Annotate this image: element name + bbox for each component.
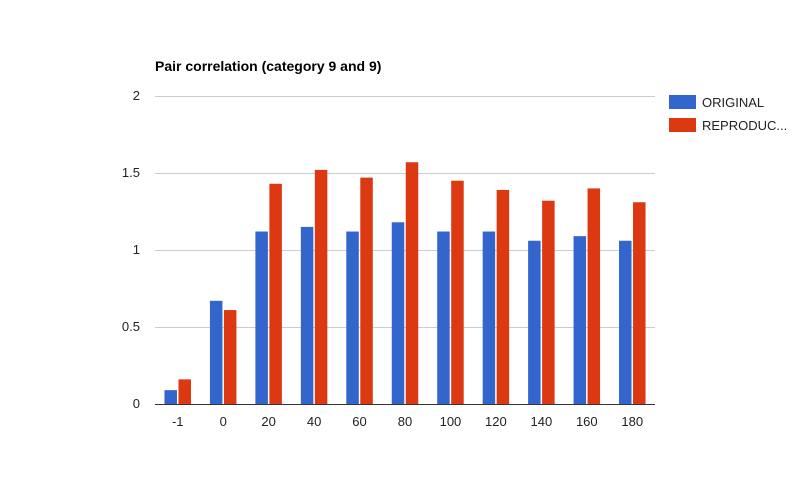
y-tick-label: 0.5 xyxy=(122,319,140,334)
bar-reproduced-7[interactable] xyxy=(496,189,510,404)
x-tick-label: 140 xyxy=(531,414,553,429)
x-tick-label: 80 xyxy=(398,414,412,429)
x-tick-label: 40 xyxy=(307,414,321,429)
bar-original-0[interactable] xyxy=(164,390,177,404)
y-tick-label: 1 xyxy=(133,242,140,257)
legend-swatch xyxy=(669,118,696,132)
bar-original-3[interactable] xyxy=(300,226,314,404)
bar-original-8[interactable] xyxy=(528,240,541,404)
bar-reproduced-1[interactable] xyxy=(223,310,237,404)
bar-reproduced-10[interactable] xyxy=(633,202,646,404)
bar-reproduced-0[interactable] xyxy=(178,379,191,404)
y-tick-label: 0 xyxy=(133,396,140,411)
x-tick-label: 20 xyxy=(261,414,275,429)
bar-original-5[interactable] xyxy=(391,222,405,404)
bar-reproduced-5[interactable] xyxy=(405,162,419,404)
legend-swatch xyxy=(669,95,696,109)
bar-original-10[interactable] xyxy=(619,240,632,404)
x-tick-label: 100 xyxy=(440,414,462,429)
bar-reproduced-9[interactable] xyxy=(587,188,601,404)
bars xyxy=(164,162,646,404)
legend-item-reproduced[interactable]: REPRODUC... xyxy=(669,118,787,133)
bar-reproduced-3[interactable] xyxy=(314,169,328,404)
x-tick-label: -1 xyxy=(172,414,184,429)
bar-original-1[interactable] xyxy=(209,300,223,404)
bar-reproduced-6[interactable] xyxy=(451,180,464,404)
y-tick-label: 2 xyxy=(133,88,140,103)
bar-reproduced-8[interactable] xyxy=(542,200,555,404)
y-axis-labels: 0 0.5 1 1.5 2 xyxy=(122,88,140,411)
x-axis-labels: -1 0 20 40 60 80 100 120 140 160 180 xyxy=(172,414,643,429)
gridlines xyxy=(155,96,655,328)
legend-label: ORIGINAL xyxy=(702,95,764,110)
legend-label: REPRODUC... xyxy=(702,118,787,133)
legend-item-original[interactable]: ORIGINAL xyxy=(669,95,764,110)
legend[interactable]: ORIGINAL REPRODUC... xyxy=(669,95,787,133)
bar-original-6[interactable] xyxy=(437,231,450,404)
bar-reproduced-4[interactable] xyxy=(360,177,373,404)
y-tick-label: 1.5 xyxy=(122,165,140,180)
bar-original-4[interactable] xyxy=(346,231,359,404)
bar-reproduced-2[interactable] xyxy=(269,183,282,404)
x-tick-label: 180 xyxy=(621,414,643,429)
x-tick-label: 120 xyxy=(485,414,507,429)
bar-original-7[interactable] xyxy=(482,231,496,404)
x-tick-label: 0 xyxy=(220,414,227,429)
x-tick-label: 60 xyxy=(352,414,366,429)
bar-original-9[interactable] xyxy=(573,236,587,404)
chart-title: Pair correlation (category 9 and 9) xyxy=(155,58,381,74)
x-tick-label: 160 xyxy=(576,414,598,429)
bar-original-2[interactable] xyxy=(255,231,268,404)
